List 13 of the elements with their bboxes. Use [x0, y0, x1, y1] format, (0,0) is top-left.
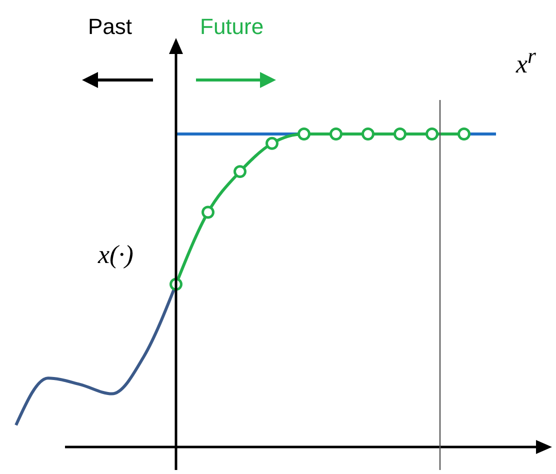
- point: [234, 165, 246, 178]
- point: [266, 136, 278, 150]
- point: [298, 128, 310, 140]
- annotation: x(·): [98, 240, 134, 270]
- point: [362, 128, 374, 140]
- point: [394, 128, 406, 140]
- point: [202, 206, 214, 219]
- point: [330, 128, 342, 140]
- point: [458, 128, 470, 140]
- text: Future: [200, 14, 264, 40]
- point: [426, 128, 438, 140]
- text: Past: [88, 14, 132, 40]
- text: x$^{r}$: [516, 44, 536, 80]
